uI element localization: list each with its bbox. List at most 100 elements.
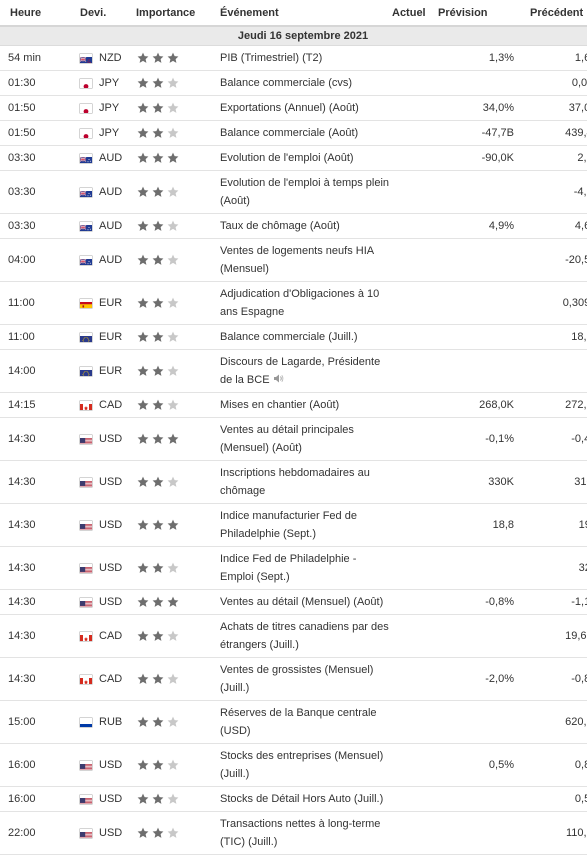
event-name[interactable]: Inscriptions hebdomadaires au chômage	[220, 467, 370, 497]
event-name-cell[interactable]: Stocks des entreprises (Mensuel) (Juill.…	[218, 744, 392, 787]
event-forecast: 1,3%	[436, 46, 514, 71]
event-name-cell[interactable]: Achats de titres canadiens par des étran…	[218, 615, 392, 658]
event-name-cell[interactable]: Exportations (Annuel) (Août)	[218, 96, 392, 121]
event-name-cell[interactable]: Evolution de l'emploi à temps plein (Aoû…	[218, 171, 392, 214]
event-currency-cell: AUD	[67, 171, 136, 214]
event-name[interactable]: Ventes de logements neufs HIA (Mensuel)	[220, 245, 374, 275]
event-name[interactable]: Adjudication d'Obligaciones à 10 ans Esp…	[220, 288, 379, 318]
event-previous: 18,1B	[514, 325, 587, 350]
event-name[interactable]: Ventes au détail principales (Mensuel) (…	[220, 424, 354, 454]
event-forecast	[436, 350, 514, 393]
event-name[interactable]: Ventes au détail (Mensuel) (Août)	[220, 596, 383, 608]
star-empty-icon	[167, 331, 179, 343]
event-name-cell[interactable]: Inscriptions hebdomadaires au chômage	[218, 461, 392, 504]
event-name[interactable]: Indice Fed de Philadelphie - Emploi (Sep…	[220, 553, 356, 583]
header-previous[interactable]: Précédent	[514, 0, 587, 26]
event-name[interactable]: Taux de chômage (Août)	[220, 220, 340, 232]
event-name[interactable]: Evolution de l'emploi (Août)	[220, 152, 354, 164]
event-name-cell[interactable]: Taux de chômage (Août)	[218, 214, 392, 239]
event-actual	[392, 96, 436, 121]
event-name[interactable]: Réserves de la Banque centrale (USD)	[220, 707, 377, 737]
star-filled-icon	[152, 673, 164, 685]
event-name[interactable]: Discours de Lagarde, Présidente de la BC…	[220, 356, 380, 386]
header-event[interactable]: Événement	[218, 0, 392, 26]
event-name[interactable]: Indice manufacturier Fed de Philadelphie…	[220, 510, 357, 540]
event-name-cell[interactable]: Evolution de l'emploi (Août)	[218, 146, 392, 171]
header-actual[interactable]: Actuel	[392, 0, 436, 26]
event-importance	[136, 701, 218, 744]
event-name-cell[interactable]: Stocks de Détail Hors Auto (Juill.)	[218, 787, 392, 812]
event-previous: 310K	[514, 461, 587, 504]
star-filled-icon	[137, 476, 149, 488]
header-time[interactable]: Heure	[0, 0, 67, 26]
star-filled-icon	[152, 759, 164, 771]
event-name[interactable]: PIB (Trimestriel) (T2)	[220, 52, 322, 64]
event-time: 03:30	[0, 214, 67, 239]
event-name[interactable]: Transactions nettes à long-terme (TIC) (…	[220, 818, 380, 848]
event-name[interactable]: Balance commerciale (Juill.)	[220, 331, 358, 343]
event-forecast	[436, 239, 514, 282]
event-name-cell[interactable]: Adjudication d'Obligaciones à 10 ans Esp…	[218, 282, 392, 325]
event-importance	[136, 71, 218, 96]
event-name-cell[interactable]: Balance commerciale (cvs)	[218, 71, 392, 96]
event-name-cell[interactable]: Ventes au détail (Mensuel) (Août)	[218, 590, 392, 615]
star-empty-icon	[167, 254, 179, 266]
event-name[interactable]: Stocks de Détail Hors Auto (Juill.)	[220, 793, 383, 805]
event-name-cell[interactable]: Ventes de logements neufs HIA (Mensuel)	[218, 239, 392, 282]
event-name[interactable]: Achats de titres canadiens par des étran…	[220, 621, 389, 651]
header-importance[interactable]: Importance	[136, 0, 218, 26]
event-name-cell[interactable]: PIB (Trimestriel) (T2)	[218, 46, 392, 71]
event-name[interactable]: Balance commerciale (cvs)	[220, 77, 352, 89]
event-name-cell[interactable]: Indice Fed de Philadelphie - Emploi (Sep…	[218, 547, 392, 590]
event-time: 01:30	[0, 71, 67, 96]
event-name[interactable]: Ventes de grossistes (Mensuel) (Juill.)	[220, 664, 373, 694]
us-flag-icon	[80, 521, 92, 530]
event-name[interactable]: Balance commerciale (Août)	[220, 127, 358, 139]
event-name-cell[interactable]: Réserves de la Banque centrale (USD)	[218, 701, 392, 744]
star-empty-icon	[167, 476, 179, 488]
event-name[interactable]: Evolution de l'emploi à temps plein (Aoû…	[220, 177, 389, 207]
event-name-cell[interactable]: Discours de Lagarde, Présidente de la BC…	[218, 350, 392, 393]
event-currency: JPY	[99, 124, 119, 142]
header-currency[interactable]: Devi.	[67, 0, 136, 26]
event-name-cell[interactable]: Balance commerciale (Août)	[218, 121, 392, 146]
event-name[interactable]: Stocks des entreprises (Mensuel) (Juill.…	[220, 750, 383, 780]
event-currency-cell: JPY	[67, 121, 136, 146]
event-forecast: -47,7B	[436, 121, 514, 146]
event-name-cell[interactable]: Transactions nettes à long-terme (TIC) (…	[218, 812, 392, 855]
header-forecast[interactable]: Prévision	[436, 0, 514, 26]
event-name-cell[interactable]: Indice manufacturier Fed de Philadelphie…	[218, 504, 392, 547]
event-importance	[136, 418, 218, 461]
event-name[interactable]: Mises en chantier (Août)	[220, 399, 339, 411]
star-filled-icon	[152, 102, 164, 114]
event-name-cell[interactable]: Ventes au détail principales (Mensuel) (…	[218, 418, 392, 461]
event-name-cell[interactable]: Balance commerciale (Juill.)	[218, 325, 392, 350]
event-name-cell[interactable]: Ventes de grossistes (Mensuel) (Juill.)	[218, 658, 392, 701]
event-name-cell[interactable]: Mises en chantier (Août)	[218, 393, 392, 418]
speaker-icon[interactable]	[274, 371, 284, 389]
event-name[interactable]: Exportations (Annuel) (Août)	[220, 102, 359, 114]
